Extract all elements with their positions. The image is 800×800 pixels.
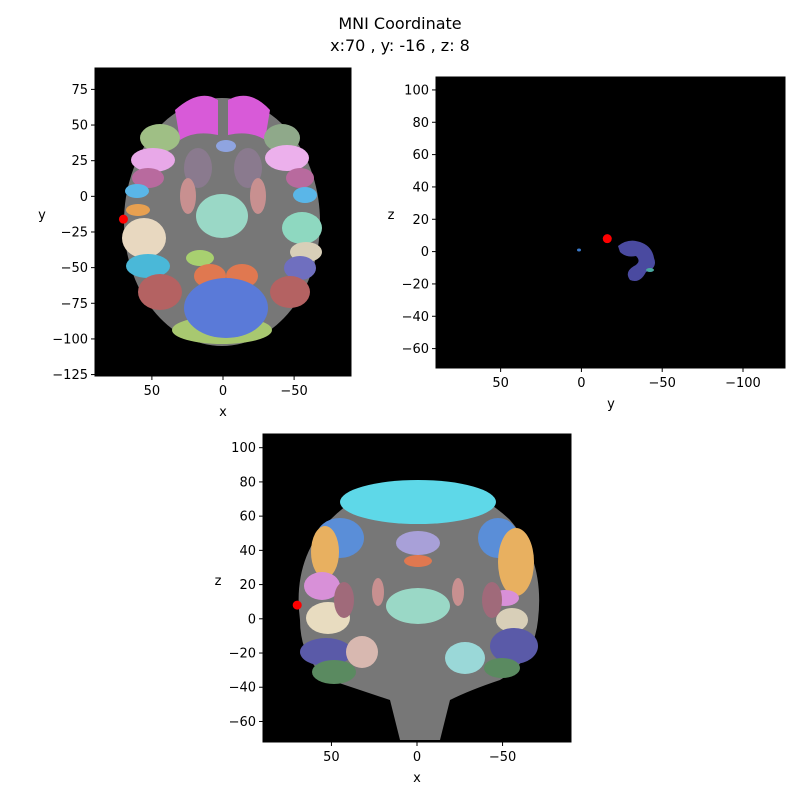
coronal-ytick-label: 100 [231,441,256,456]
sagittal-ytick-label: 100 [404,83,429,98]
coronal-xlabel: x [413,771,421,786]
sagittal-ytick-label: −60 [402,342,429,357]
coronal-ytick-label: 80 [239,475,256,490]
axial-ytick-label: 50 [71,119,88,134]
axial-panel: 50 0 −50 75 50 25 0 −25 −50 −75 −100 −125 x y [38,67,352,420]
sagittal-ylabel: z [388,208,395,223]
sagittal-xtick-label: 0 [577,376,585,391]
coronal-point-layer [292,600,302,610]
sagittal-brain-image [577,240,655,281]
axial-brain-image [122,95,322,346]
axial-ytick-label: 0 [80,190,88,205]
axial-ytick-label: 75 [71,83,88,98]
axial-ylabel: y [38,208,46,223]
coronal-xtick-label: 50 [323,750,340,765]
sagittal-ytick-label: 0 [421,245,429,260]
coronal-ytick-label: −60 [229,715,256,730]
figure-subtitle: x:70 , y: -16 , z: 8 [330,36,470,55]
sagittal-xtick-label: −100 [725,376,761,391]
coronal-panel: 50 0 −50 100 80 60 40 20 0 −20 −40 −60 x z [215,433,572,786]
coronal-ytick-label: 20 [239,578,256,593]
sagittal-ytick-label: 20 [412,213,429,228]
sagittal-ytick-label: 60 [412,148,429,163]
coronal-ytick-label: −40 [229,681,256,696]
sagittal-xtick-label: −50 [648,376,675,391]
sagittal-ytick-label: 80 [412,116,429,131]
axial-ytick-label: −100 [52,332,88,347]
axial-xlabel: x [219,405,227,420]
coronal-ytick-label: 0 [248,612,256,627]
sagittal-xlabel: y [607,397,615,412]
axial-point-layer [118,214,128,224]
axial-ytick-label: −25 [61,225,88,240]
axial-ytick-label: 25 [71,154,88,169]
axial-xtick-label: −50 [280,384,307,399]
coronal-xtick-label: −50 [489,750,516,765]
coronal-ytick-label: 60 [239,510,256,525]
coronal-xtick-label: 0 [413,750,421,765]
coronal-brain-image [298,480,540,740]
axial-xtick-label: 50 [144,384,161,399]
axial-xtick-label: 0 [219,384,227,399]
coronal-coordinate-point [292,600,302,610]
sagittal-xtick-label: 50 [492,376,509,391]
axial-ytick-label: −125 [52,368,88,383]
sagittal-panel: 50 0 −50 −100 100 80 60 40 20 0 −20 −40 −60 y z [388,76,786,412]
sagittal-ytick-label: −20 [402,277,429,292]
sagittal-ytick-label: −40 [402,310,429,325]
sagittal-ticks: 50 0 −50 −100 100 80 60 40 20 0 −20 −40 −60 [402,83,761,391]
axial-ytick-label: −75 [61,297,88,312]
coronal-ticks: 50 0 −50 100 80 60 40 20 0 −20 −40 −60 [229,441,517,765]
sagittal-ytick-label: 40 [412,180,429,195]
sagittal-coordinate-point [602,234,612,244]
coronal-ytick-label: 40 [239,544,256,559]
coronal-ytick-label: −20 [229,647,256,662]
sagittal-frame [435,76,786,369]
axial-coordinate-point [118,214,128,224]
sagittal-plot-area [436,77,785,368]
axial-ytick-label: −50 [61,261,88,276]
sagittal-point-layer [602,234,612,244]
axial-ticks: 50 0 −50 75 50 25 0 −25 −50 −75 −100 −125 [52,83,308,399]
figure-title: MNI Coordinate [338,14,461,33]
coronal-ylabel: z [215,574,222,589]
